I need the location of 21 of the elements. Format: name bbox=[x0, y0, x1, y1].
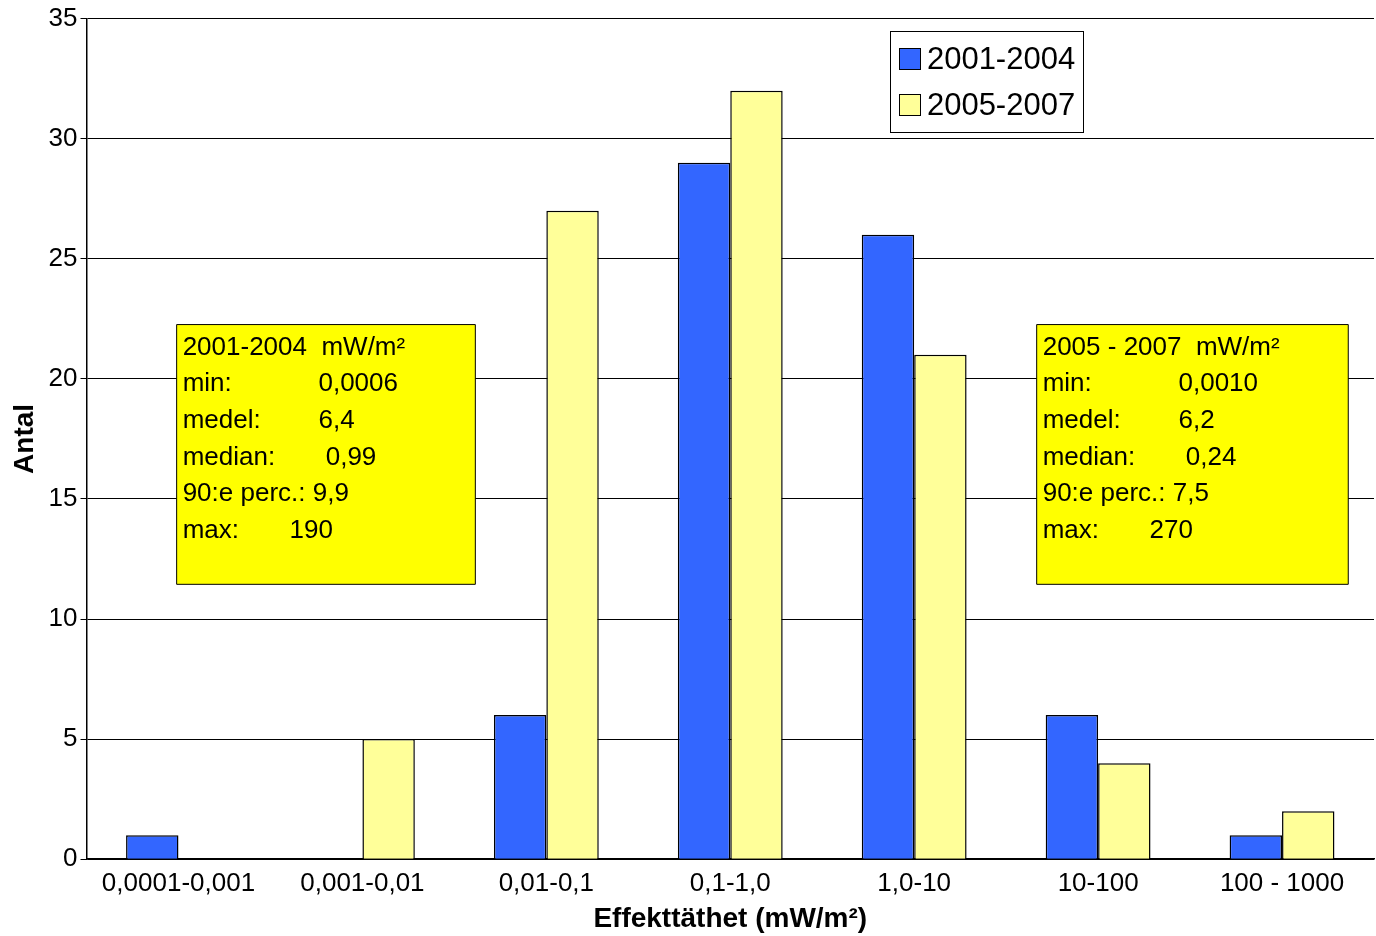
y-tick-label: 15 bbox=[48, 482, 78, 513]
y-tick-label: 0 bbox=[63, 842, 78, 873]
x-tick-label: 1,0-10 bbox=[877, 866, 952, 897]
x-tick-label: 0,0001-0,001 bbox=[101, 866, 256, 897]
y-tick-label: 5 bbox=[63, 722, 78, 753]
x-tick-label: 10-100 bbox=[1057, 866, 1139, 897]
y-tick-label: 10 bbox=[48, 602, 78, 633]
x-axis-title: Effekttäthet (mW/m²) bbox=[593, 901, 868, 933]
legend-label: 2001-2004 bbox=[926, 39, 1076, 78]
y-axis-title: Antal bbox=[7, 403, 39, 474]
y-tick-label: 30 bbox=[48, 121, 78, 152]
x-tick-label: 0,1-1,0 bbox=[689, 866, 771, 897]
annotation: 2005 - 2007 mW/m² min: 0,0010 medel: 6,2 median: 0,24 90:e perc.: 7,5 max: 270 bbox=[1042, 330, 1280, 544]
y-tick-label: 20 bbox=[48, 362, 78, 393]
x-tick-label: 0,001-0,01 bbox=[300, 866, 425, 897]
y-tick-label: 35 bbox=[48, 1, 78, 32]
legend-label: 2005-2007 bbox=[926, 85, 1076, 124]
y-tick-label: 25 bbox=[48, 241, 78, 272]
x-tick-label: 0,01-0,1 bbox=[498, 866, 595, 897]
annotation: 2001-2004 mW/m² min: 0,0006 medel: 6,4 median: 0,99 90:e perc.: 9,9 max: 190 bbox=[182, 330, 406, 544]
x-tick-label: 100 - 1000 bbox=[1219, 866, 1345, 897]
